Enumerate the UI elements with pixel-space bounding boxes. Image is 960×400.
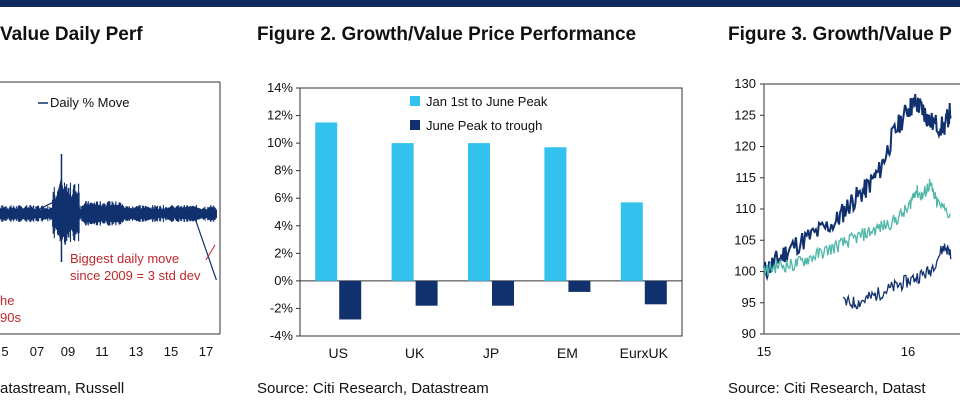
x-tick-label: 17 [199,344,213,359]
figure-2-source: Source: Citi Research, Datastream [257,380,489,397]
y-tick-label: 14% [267,80,293,95]
x-tick-label: 07 [30,344,44,359]
y-tick-label: 130 [734,76,756,91]
x-tick-label: 16 [901,344,915,359]
figure-3-panel: Figure 3. Growth/Value P 130 125 120 115 110… [720,10,960,400]
y-tick-label: -4% [270,328,294,343]
teal-series-line [763,178,951,277]
bar-jan-to-june-peak [620,202,643,281]
y-tick-label: 115 [735,170,756,185]
y-tick-label: 95 [742,295,756,310]
annotation-text: 90s [0,310,21,325]
bar-jan-to-june-peak [468,143,490,281]
y-tick-label: 90 [742,326,756,341]
figure-1-chart: Daily % Move Biggest daily move since 2009… [0,81,221,359]
x-tick-label: 15 [164,344,178,359]
bar-jan-to-june-peak [544,147,567,281]
y-tick-label: 120 [734,139,756,154]
y-tick-label: 105 [734,232,756,247]
bar-june-peak-to-trough [339,280,362,320]
legend-swatch [410,96,420,106]
annotation-text: he [0,293,14,308]
figure-2-title: Figure 2. Growth/Value Price Performance [257,24,637,45]
header-bar [0,0,960,7]
bar-june-peak-to-trough [492,280,514,306]
category-label: UK [405,345,425,361]
figure-2-chart: 14% 12% 10% 8% 6% 4% 2% 0% -2% -4% US UK JP EM EurxUK J… [267,80,683,361]
y-tick-label: 8% [274,163,293,178]
y-tick-label: 2% [274,245,293,260]
annotation-text: since 2009 = 3 std dev [70,268,201,283]
bar-june-peak-to-trough [568,280,591,292]
bar-june-peak-to-trough [644,280,667,305]
bar-jan-to-june-peak [315,122,338,281]
y-tick-label: 110 [735,201,756,216]
figure-3-source: Source: Citi Research, Datast [728,380,926,397]
figure-1-panel: Value Daily Perf Daily % Move Biggest dai… [0,10,232,400]
bar-june-peak-to-trough [415,280,438,306]
y-tick-label: 4% [274,218,293,233]
x-tick-label: 11 [95,344,109,359]
y-tick-label: 0% [274,273,293,288]
x-tick-label: 13 [129,344,143,359]
category-label: JP [483,345,499,361]
y-tick-label: 125 [734,107,756,122]
figure-2-panel: Figure 2. Growth/Value Price Performance… [250,10,705,400]
y-tick-label: 100 [734,264,756,279]
y-tick-label: 12% [267,108,293,123]
bar-jan-to-june-peak [391,143,414,281]
figure-1-source: atastream, Russell [0,380,125,397]
category-label: EurxUK [620,345,669,361]
category-label: EM [557,345,578,361]
legend-label: Daily % Move [50,95,129,110]
y-tick-label: 6% [274,190,293,205]
figure-1-title: Value Daily Perf [0,24,143,45]
x-tick-label: 09 [61,344,75,359]
plot-frame [299,87,683,337]
figure-3-title: Figure 3. Growth/Value P [728,24,952,45]
navy-series-line [763,93,952,282]
legend-swatch [410,120,420,130]
annotation-pointer [205,244,216,261]
category-label: US [328,345,347,361]
x-tick-label: 15 [757,344,771,359]
y-tick-label: -2% [270,300,294,315]
y-tick-label: 10% [267,135,293,150]
legend-label: Jan 1st to June Peak [426,94,548,109]
navy-series-line [842,243,952,310]
annotation-text: Biggest daily move [70,251,179,266]
x-tick-label: 5 [1,344,8,359]
daily-move-series [0,182,217,243]
legend-label: June Peak to trough [426,118,542,133]
